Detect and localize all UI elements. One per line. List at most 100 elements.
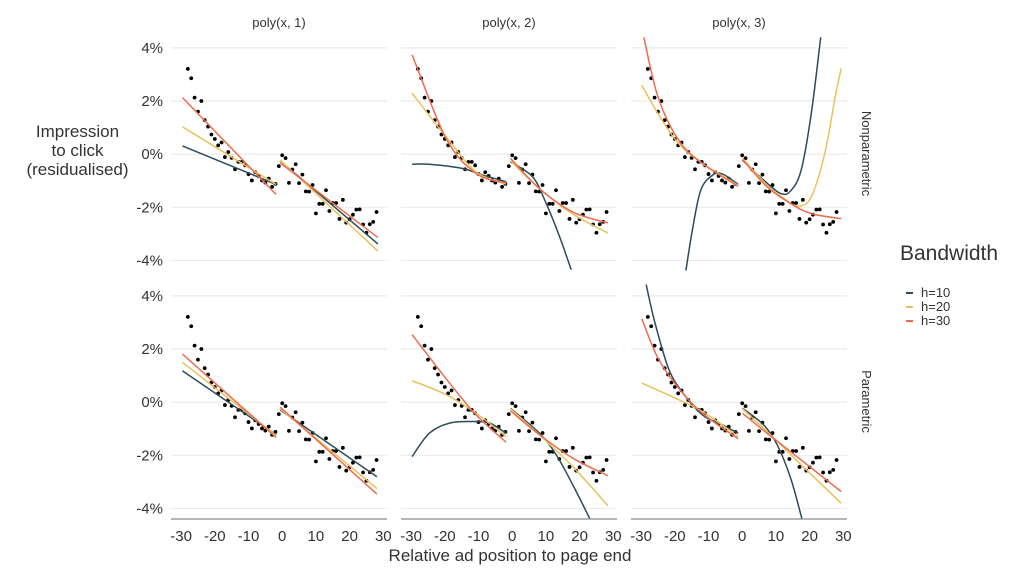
data-point	[773, 459, 778, 464]
data-point	[683, 155, 687, 159]
data-point	[730, 184, 734, 189]
x-tick-label: 0	[508, 528, 516, 545]
data-point	[371, 467, 376, 472]
x-tick-label: 20	[801, 528, 818, 545]
data-point	[827, 222, 832, 227]
data-point	[570, 445, 575, 450]
data-point	[337, 465, 342, 469]
data-point	[594, 230, 599, 235]
data-point	[293, 410, 298, 415]
data-point	[706, 172, 711, 176]
y-tick-label: 4%	[141, 288, 163, 305]
fit-line-h30-left	[411, 334, 507, 443]
data-point	[422, 343, 427, 348]
data-point	[469, 159, 474, 164]
x-tick-label: -30	[400, 528, 422, 545]
data-point	[479, 178, 484, 183]
fit-line-h30-right	[742, 412, 842, 493]
data-point	[199, 99, 204, 103]
data-point	[577, 465, 582, 470]
data-point	[310, 183, 315, 187]
data-point	[192, 95, 197, 100]
data-point	[429, 347, 434, 351]
data-point	[584, 455, 589, 460]
data-point	[540, 431, 545, 435]
data-point	[426, 357, 430, 362]
data-point	[693, 167, 697, 172]
data-point	[736, 164, 741, 169]
fit-line-h30-left	[643, 37, 739, 187]
data-point	[540, 183, 545, 187]
fit-line-h30-right	[279, 406, 378, 495]
data-point	[601, 467, 606, 472]
y-axis-title-line: (residualised)	[26, 160, 129, 179]
data-point	[747, 428, 751, 433]
data-point	[327, 457, 332, 461]
legend-item-h30: h=30	[906, 313, 950, 328]
data-point	[652, 343, 657, 348]
fit-line-h30-right	[510, 410, 609, 477]
x-tick-label: -20	[434, 528, 456, 545]
data-point	[649, 324, 654, 329]
data-point	[587, 207, 592, 212]
data-point	[340, 197, 345, 202]
data-point	[770, 183, 775, 187]
data-point	[827, 470, 832, 475]
data-point	[740, 401, 745, 406]
legend-key	[906, 291, 913, 294]
data-point	[300, 172, 305, 177]
fit-line-h30-left	[641, 318, 739, 440]
fit-line-h10-left	[685, 172, 739, 271]
data-point	[185, 67, 190, 71]
data-point	[747, 180, 751, 185]
data-point	[834, 210, 839, 214]
data-point	[824, 230, 829, 235]
y-tick-label: 2%	[141, 93, 163, 110]
fit-line-h20-right	[742, 408, 842, 504]
data-point	[367, 222, 372, 227]
data-point	[533, 437, 538, 442]
data-point	[439, 132, 444, 137]
facet-panel	[181, 67, 379, 252]
data-point	[564, 201, 569, 205]
legend-item-h10: h=10	[906, 285, 950, 300]
data-point	[814, 207, 819, 212]
data-point	[297, 429, 301, 434]
data-point	[276, 412, 281, 417]
data-point	[283, 156, 288, 161]
data-point	[693, 415, 697, 420]
data-point	[249, 178, 254, 183]
data-point	[784, 188, 788, 193]
data-point	[473, 163, 478, 168]
data-point	[567, 217, 572, 221]
data-point	[317, 201, 322, 206]
data-point	[463, 415, 467, 420]
y-tick-label: 0%	[141, 146, 163, 163]
data-point	[784, 436, 788, 441]
data-point	[804, 220, 809, 225]
data-point	[453, 403, 457, 407]
data-point	[594, 478, 599, 483]
data-point	[199, 347, 204, 351]
data-point	[320, 201, 325, 206]
data-point	[442, 385, 447, 389]
data-point	[652, 95, 657, 100]
facet-panel	[181, 315, 379, 495]
data-point	[547, 449, 552, 454]
data-point	[313, 459, 318, 464]
data-point	[354, 455, 359, 460]
data-point	[767, 189, 772, 194]
y-tick-label: -2%	[136, 199, 163, 216]
fit-line-h10-right	[742, 407, 803, 519]
fit-line-h20-left	[641, 382, 739, 438]
fit-line-h30-left	[411, 54, 507, 184]
y-tick-label: -4%	[136, 252, 163, 269]
legend-key	[906, 319, 913, 322]
y-axis-title: Impression to click (residualised)	[20, 122, 135, 179]
x-tick-label: 0	[738, 528, 746, 545]
data-point	[676, 391, 681, 396]
data-point	[543, 211, 548, 216]
data-point	[293, 162, 298, 167]
data-point	[226, 150, 231, 154]
data-point	[202, 366, 207, 371]
